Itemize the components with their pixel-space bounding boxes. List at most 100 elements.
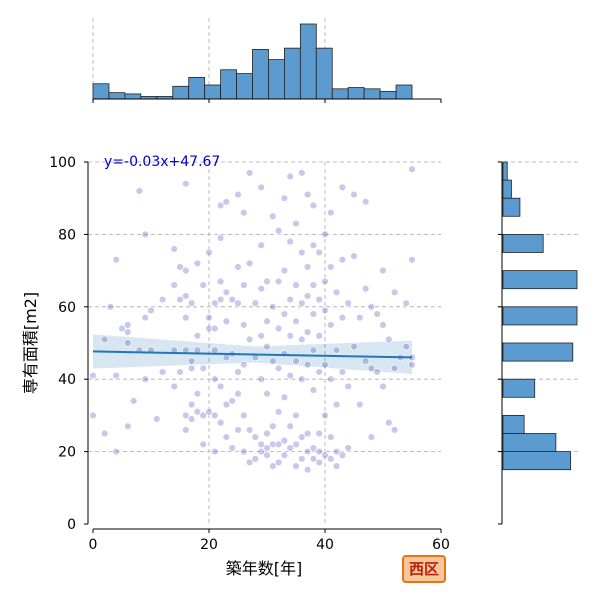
data-point: [153, 415, 161, 423]
data-point: [274, 364, 283, 373]
data-point: [298, 455, 306, 463]
data-point: [321, 306, 329, 315]
data-point: [309, 455, 318, 463]
data-point: [327, 208, 335, 217]
data-point: [205, 324, 213, 333]
data-point: [327, 321, 335, 329]
data-point: [286, 371, 294, 380]
data-point: [303, 466, 312, 474]
data-point: [315, 368, 323, 376]
top-histogram: [92, 18, 442, 103]
data-point: [292, 440, 300, 449]
data-point: [100, 429, 109, 438]
data-point: [309, 386, 318, 394]
data-point: [361, 357, 370, 365]
data-point: [327, 263, 335, 271]
data-point: [245, 458, 254, 467]
data-point: [216, 201, 225, 210]
data-point: [205, 313, 213, 322]
data-point: [112, 447, 120, 456]
data-point: [141, 313, 149, 322]
hist-bar: [502, 306, 578, 326]
data-point: [222, 400, 231, 409]
data-point: [303, 292, 312, 300]
data-point: [158, 368, 167, 376]
data-point: [211, 299, 219, 307]
data-point: [234, 426, 242, 434]
data-point: [274, 440, 283, 449]
data-point: [315, 458, 323, 467]
data-point: [385, 418, 393, 427]
data-point: [263, 389, 271, 398]
data-point: [344, 444, 352, 452]
hist-bar: [299, 23, 317, 100]
data-point: [286, 237, 294, 246]
data-point: [193, 389, 202, 398]
data-point: [182, 292, 190, 300]
data-point: [182, 313, 190, 322]
x-tick-label: 40: [316, 537, 334, 553]
data-point: [292, 317, 300, 325]
data-point: [257, 183, 265, 192]
data-point: [234, 299, 242, 307]
data-point: [286, 172, 294, 181]
data-point: [240, 411, 248, 420]
data-point: [309, 310, 318, 318]
data-point: [234, 368, 242, 376]
data-point: [187, 400, 196, 409]
data-point: [187, 364, 196, 373]
hist-bar: [331, 88, 349, 100]
data-point: [193, 259, 202, 268]
data-point: [315, 332, 323, 340]
data-point: [303, 190, 312, 199]
data-point: [187, 357, 196, 365]
data-point: [338, 451, 347, 459]
data-point: [269, 440, 277, 449]
data-point: [205, 408, 213, 416]
data-point: [257, 332, 265, 340]
data-point: [211, 346, 219, 354]
data-point: [251, 455, 260, 463]
data-point: [303, 447, 312, 456]
data-point: [263, 277, 271, 286]
data-point: [292, 281, 300, 289]
data-point: [321, 230, 329, 239]
data-point: [187, 299, 196, 307]
data-point: [338, 183, 347, 192]
data-point: [379, 266, 387, 275]
data-point: [170, 382, 178, 391]
data-point: [402, 299, 410, 307]
data-point: [321, 451, 329, 459]
data-point: [176, 263, 184, 271]
data-point: [298, 169, 306, 177]
data-point: [356, 400, 364, 409]
data-point: [408, 165, 416, 173]
data-point: [124, 422, 132, 430]
data-point: [361, 285, 370, 293]
data-point: [292, 357, 300, 365]
data-point: [269, 462, 277, 470]
regression-annotation: y=-0.03x+47.67: [104, 154, 220, 170]
data-point: [222, 198, 231, 206]
x-axis-label: 築年数[年]: [226, 559, 303, 578]
data-point: [89, 371, 97, 380]
data-point: [158, 295, 167, 304]
data-point: [309, 281, 318, 289]
data-point: [338, 368, 347, 376]
data-point: [367, 433, 376, 441]
data-point: [216, 382, 225, 391]
data-point: [315, 447, 323, 456]
data-point: [292, 411, 300, 420]
data-point: [321, 411, 329, 420]
hist-bar: [502, 161, 508, 181]
data-point: [390, 426, 399, 434]
data-point: [373, 368, 381, 376]
data-point: [303, 429, 312, 438]
data-point: [245, 426, 254, 434]
data-point: [216, 295, 225, 304]
hist-bar: [502, 414, 525, 434]
data-point: [216, 418, 225, 427]
data-point: [292, 219, 300, 228]
data-point: [309, 241, 318, 249]
data-point: [234, 263, 242, 271]
